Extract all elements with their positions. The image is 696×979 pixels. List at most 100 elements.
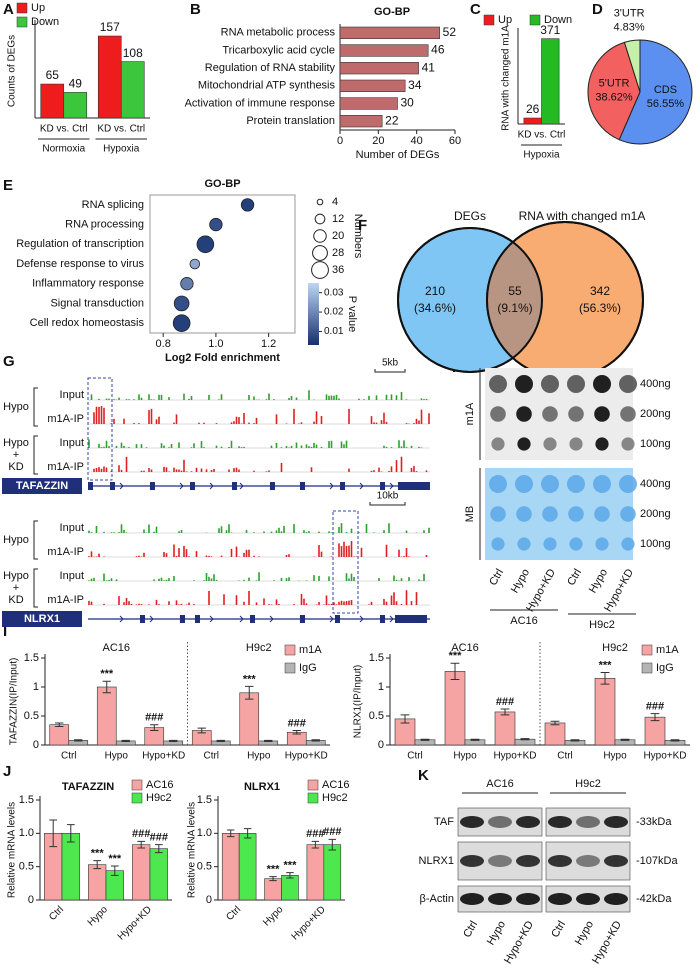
error-bar (286, 872, 294, 879)
venn-count: 55 (508, 284, 522, 298)
significance: ### (145, 712, 163, 724)
legend-label: AC16 (146, 779, 174, 791)
significance: *** (91, 848, 105, 860)
x-tick-label: Hypo (453, 751, 477, 762)
x-tick-label: 60 (449, 135, 461, 147)
track-label: m1A-IP (47, 594, 84, 606)
x-tick-label: Hypo+KD (290, 904, 328, 942)
signal-track (88, 590, 418, 605)
x-axis-label: Log2 Fold enrichment (165, 352, 280, 364)
legend-label: Down (544, 14, 572, 26)
blot-column-label: Ctrl (461, 919, 480, 940)
pie-value-label: 4.83% (614, 22, 645, 34)
blot-dot (619, 475, 637, 493)
exon (88, 482, 93, 490)
condition-label: Hypo (3, 534, 29, 546)
condition-label: KD (8, 461, 23, 473)
bubble (196, 235, 215, 254)
legend-label: m1A (656, 644, 679, 656)
y-axis-label: TAFAZZIN(IP/Input) (9, 658, 20, 746)
legend-label: H9c2 (146, 792, 172, 804)
gene-label: TAFAZZIN (16, 480, 68, 492)
pie-label: 3'UTR (614, 8, 645, 20)
x-tick-label: Hypo (105, 751, 129, 762)
highlight-box (87, 377, 113, 481)
protein-size: -107kDa (636, 855, 678, 867)
bar (120, 61, 145, 119)
bar (40, 83, 65, 119)
category-label: Mitochondrial ATP synthesis (198, 80, 336, 92)
track-label: m1A-IP (47, 461, 84, 473)
error-bar (102, 680, 111, 694)
bar (149, 848, 168, 901)
y-tick-label: 1.5 (369, 652, 384, 664)
legend-swatch (641, 662, 653, 674)
legend-swatch (131, 792, 143, 804)
strand-arrow (359, 615, 364, 623)
significance: ### (496, 696, 514, 708)
data-label: 41 (422, 60, 436, 74)
blot-column-label: Hypo (587, 567, 610, 595)
bar (594, 677, 616, 746)
bar (541, 38, 560, 125)
category-label: Inflammatory response (32, 278, 144, 290)
size-legend-mark (312, 245, 328, 261)
gene-label-box (2, 478, 82, 494)
signal-track (88, 523, 430, 533)
data-label: 371 (540, 23, 560, 37)
exon (398, 482, 430, 490)
data-label: 157 (100, 20, 120, 34)
bar (97, 35, 122, 119)
blot-dot (543, 437, 557, 451)
x-tick-label: Hypo+KD (142, 751, 185, 762)
bar (221, 833, 240, 901)
condition-label: + (13, 582, 19, 594)
significance: *** (599, 659, 613, 671)
blot-dot (568, 406, 584, 422)
pie-slice (618, 39, 693, 145)
bar (49, 724, 70, 746)
significance: *** (108, 853, 122, 865)
legend-swatch (641, 644, 653, 656)
y-tick-label: 1.0 (197, 827, 212, 839)
error-bar (110, 865, 119, 876)
track-label: Input (60, 389, 84, 401)
blot-band (548, 855, 572, 867)
venn-count: 342 (590, 284, 610, 298)
strand-arrow (329, 482, 334, 490)
protein-label: TAF (434, 816, 454, 828)
bubble (172, 314, 191, 332)
group-label: H9c2 (246, 642, 272, 654)
group-label: AC16 (451, 642, 479, 654)
scale-bar (374, 369, 406, 373)
blot-column-label: Ctrl (487, 567, 506, 588)
x-tick-label: 20 (372, 135, 384, 147)
error-bar (400, 714, 410, 724)
size-legend-label: 28 (332, 247, 344, 259)
strand-arrow (239, 482, 244, 490)
legend-swatch (284, 644, 296, 656)
exon (395, 615, 427, 623)
signal-track (93, 456, 428, 472)
x-tick-label: Hypo (86, 904, 111, 929)
blot-band (460, 816, 484, 828)
blot-band (460, 855, 484, 867)
blot-dot (621, 437, 635, 451)
blot-dot (489, 375, 507, 393)
blot-band (576, 816, 600, 828)
venn-overlap (487, 228, 542, 372)
blot-row-label: 200ng (640, 408, 671, 420)
error-bar (150, 724, 159, 731)
legend-label: Down (31, 16, 59, 28)
significance: ### (323, 826, 341, 838)
track-label: m1A-IP (47, 413, 84, 425)
data-label: 26 (526, 102, 540, 116)
significance: ### (288, 717, 306, 729)
blot-membrane (485, 368, 633, 460)
error-bar (570, 739, 580, 742)
exon (190, 482, 195, 490)
significance: ### (306, 828, 324, 840)
blot-dot (515, 475, 533, 493)
bar (339, 79, 406, 92)
blot-band (604, 855, 628, 867)
